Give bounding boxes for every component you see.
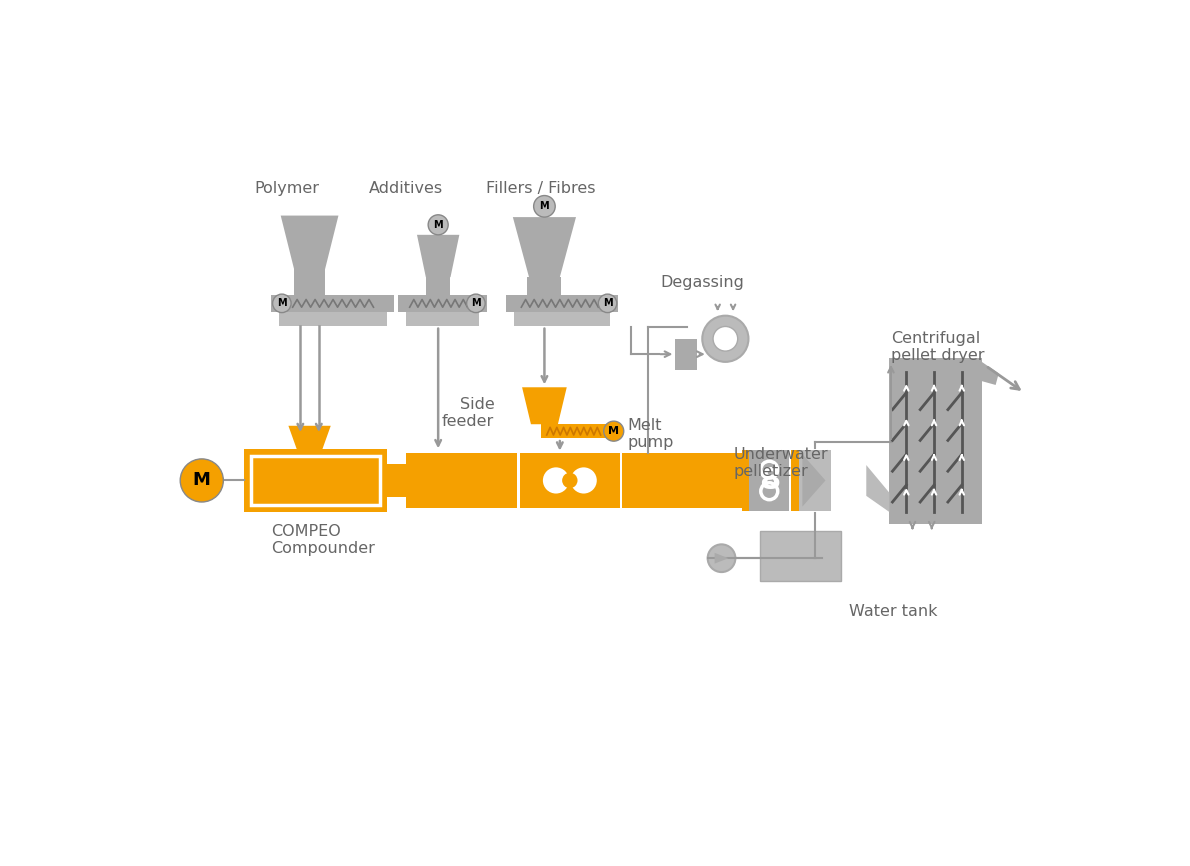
Bar bbox=[750, 449, 789, 511]
Text: Side
feeder: Side feeder bbox=[443, 397, 494, 429]
Bar bbox=[406, 312, 478, 326]
Bar bbox=[760, 531, 841, 581]
Text: COMPEO
Compounder: COMPEO Compounder bbox=[271, 524, 375, 556]
Bar bbox=[244, 449, 387, 512]
Circle shape bbox=[180, 459, 224, 502]
Polygon shape bbox=[288, 426, 331, 453]
Circle shape bbox=[708, 545, 735, 572]
Text: Fillers / Fibres: Fillers / Fibres bbox=[486, 181, 595, 196]
Text: Melt
pump: Melt pump bbox=[627, 418, 674, 450]
Polygon shape bbox=[513, 217, 576, 277]
Text: 8: 8 bbox=[759, 466, 779, 495]
Circle shape bbox=[599, 294, 616, 313]
Bar bbox=[251, 456, 380, 505]
Bar bbox=[540, 424, 621, 438]
Text: Water tank: Water tank bbox=[850, 604, 938, 619]
Circle shape bbox=[562, 473, 577, 488]
Polygon shape bbox=[802, 455, 826, 507]
Polygon shape bbox=[522, 387, 566, 424]
Text: Additives: Additives bbox=[369, 181, 443, 196]
Bar bbox=[506, 295, 618, 312]
Bar bbox=[622, 453, 741, 508]
Circle shape bbox=[713, 326, 738, 351]
Polygon shape bbox=[714, 553, 728, 564]
Bar bbox=[387, 463, 406, 497]
Circle shape bbox=[466, 294, 486, 313]
Polygon shape bbox=[281, 216, 338, 269]
Text: M: M bbox=[433, 220, 443, 229]
Text: Degassing: Degassing bbox=[660, 275, 744, 290]
Text: M: M bbox=[193, 471, 211, 489]
Circle shape bbox=[543, 468, 569, 494]
Circle shape bbox=[273, 294, 292, 313]
Bar bbox=[278, 312, 387, 326]
Text: Centrifugal
pellet dryer: Centrifugal pellet dryer bbox=[891, 331, 984, 364]
Bar bbox=[520, 453, 620, 508]
Circle shape bbox=[702, 316, 749, 362]
Circle shape bbox=[533, 196, 556, 217]
Bar bbox=[889, 358, 982, 524]
Text: M: M bbox=[277, 299, 287, 308]
Text: M: M bbox=[471, 299, 481, 308]
Text: M: M bbox=[539, 201, 550, 211]
Bar bbox=[406, 453, 518, 508]
Polygon shape bbox=[982, 362, 998, 385]
Bar bbox=[676, 339, 697, 370]
Circle shape bbox=[570, 468, 597, 494]
Bar bbox=[527, 277, 562, 295]
Bar bbox=[791, 449, 798, 511]
Bar bbox=[399, 295, 487, 312]
Text: Underwater
pelletizer: Underwater pelletizer bbox=[734, 447, 828, 479]
Text: M: M bbox=[603, 299, 613, 308]
Text: Polymer: Polymer bbox=[253, 181, 319, 196]
Bar bbox=[514, 312, 610, 326]
Bar bbox=[271, 295, 394, 312]
Bar bbox=[426, 277, 451, 295]
Text: M: M bbox=[608, 426, 619, 436]
Circle shape bbox=[603, 421, 624, 441]
Polygon shape bbox=[866, 465, 889, 512]
Circle shape bbox=[428, 215, 449, 235]
Polygon shape bbox=[416, 235, 459, 277]
Bar bbox=[294, 269, 325, 295]
Bar bbox=[798, 449, 831, 511]
Bar bbox=[741, 449, 750, 511]
